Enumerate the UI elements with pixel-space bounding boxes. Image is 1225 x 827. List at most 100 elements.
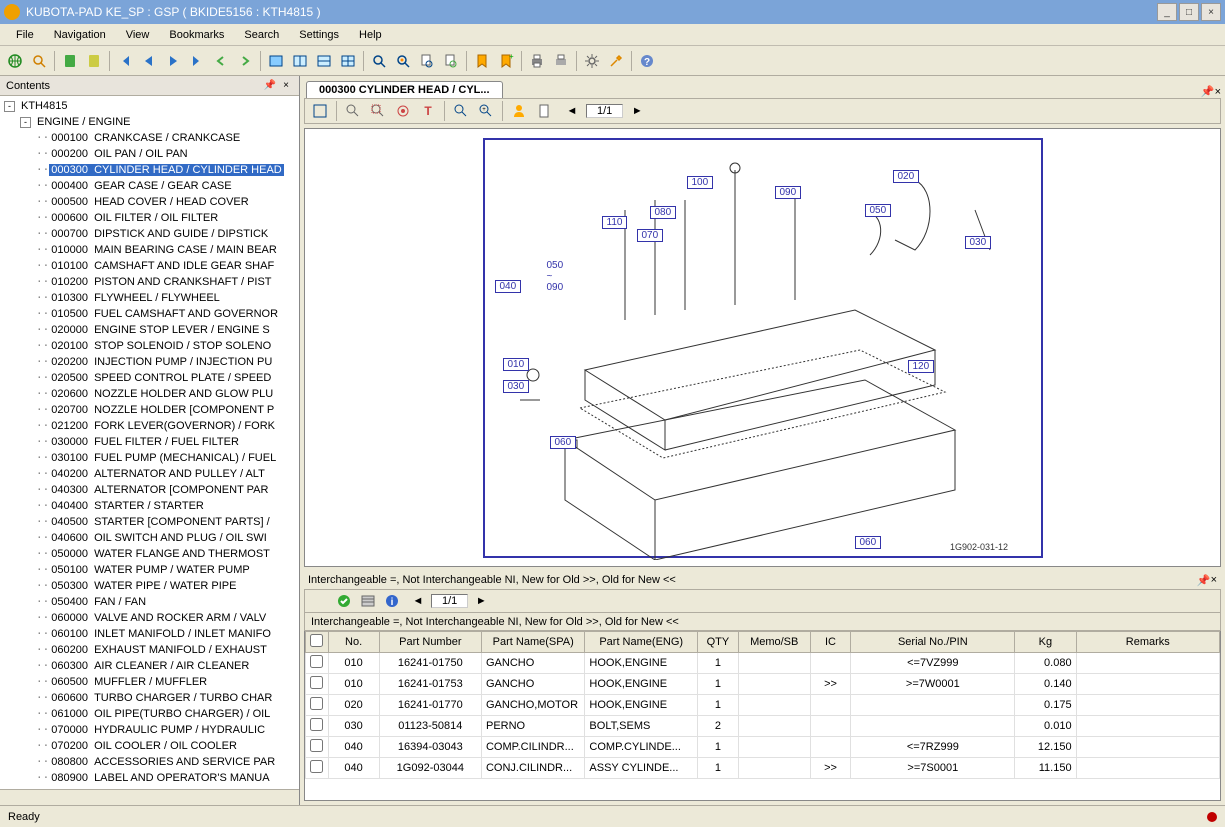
tree-item-080900[interactable]: ·· 080900 LABEL AND OPERATOR'S MANUA [0, 770, 299, 786]
print2-icon[interactable] [550, 50, 572, 72]
table-row[interactable]: 03001123-50814PERNOBOLT,SEMS20.010 [306, 716, 1220, 737]
menu-navigation[interactable]: Navigation [44, 29, 116, 41]
print-icon[interactable] [526, 50, 548, 72]
maximize-button[interactable]: □ [1179, 3, 1199, 21]
tree-item-021200[interactable]: ·· 021200 FORK LEVER(GOVERNOR) / FORK [0, 418, 299, 434]
parts-table[interactable]: No.Part NumberPart Name(SPA)Part Name(EN… [304, 631, 1221, 801]
cursor-icon[interactable] [309, 100, 331, 122]
bookmark-add-icon[interactable]: + [495, 50, 517, 72]
tree-item-000300[interactable]: ·· 000300 CYLINDER HEAD / CYLINDER HEAD [0, 162, 299, 178]
col-header[interactable]: Kg [1015, 632, 1076, 653]
callout-050[interactable]: 050 [865, 204, 892, 217]
row-checkbox[interactable] [310, 739, 323, 752]
tree-item-000200[interactable]: ·· 000200 OIL PAN / OIL PAN [0, 146, 299, 162]
col-header[interactable]: Part Name(ENG) [585, 632, 698, 653]
tree-item-020000[interactable]: ·· 020000 ENGINE STOP LEVER / ENGINE S [0, 322, 299, 338]
tree-item-040300[interactable]: ·· 040300 ALTERNATOR [COMPONENT PAR [0, 482, 299, 498]
grid-list-icon[interactable] [357, 590, 379, 612]
table-row[interactable]: 04016394-03043COMP.CILINDR...COMP.CYLIND… [306, 737, 1220, 758]
zoom-icon[interactable] [342, 100, 364, 122]
tree-item-000600[interactable]: ·· 000600 OIL FILTER / OIL FILTER [0, 210, 299, 226]
user-icon[interactable] [508, 100, 530, 122]
select-all-checkbox[interactable] [310, 634, 323, 647]
tree-hscroll[interactable] [0, 789, 299, 805]
tree-item-050100[interactable]: ·· 050100 WATER PUMP / WATER PUMP [0, 562, 299, 578]
tree-item-040500[interactable]: ·· 040500 STARTER [COMPONENT PARTS] / [0, 514, 299, 530]
tree-item-010100[interactable]: ·· 010100 CAMSHAFT AND IDLE GEAR SHAF [0, 258, 299, 274]
col-header[interactable] [306, 632, 329, 653]
tab-close-icon[interactable]: × [1215, 86, 1221, 98]
callout-110[interactable]: 110 [602, 216, 628, 229]
tree-item-010000[interactable]: ·· 010000 MAIN BEARING CASE / MAIN BEAR [0, 242, 299, 258]
text-icon[interactable]: T [417, 100, 439, 122]
tree-item-060600[interactable]: ·· 060600 TURBO CHARGER / TURBO CHAR [0, 690, 299, 706]
menu-file[interactable]: File [6, 29, 44, 41]
tree-item-070200[interactable]: ·· 070200 OIL COOLER / OIL COOLER [0, 738, 299, 754]
grid-pin-icon[interactable]: 📌 [1197, 574, 1211, 587]
tree-group[interactable]: -ENGINE / ENGINE [0, 114, 299, 130]
callout-010[interactable]: 010 [503, 358, 530, 371]
bookmark-icon[interactable] [471, 50, 493, 72]
callout-090[interactable]: 090 [775, 186, 802, 199]
callout-080[interactable]: 080 [650, 206, 677, 219]
tree-item-000500[interactable]: ·· 000500 HEAD COVER / HEAD COVER [0, 194, 299, 210]
tree-item-060000[interactable]: ·· 060000 VALVE AND ROCKER ARM / VALV [0, 610, 299, 626]
tree-item-020700[interactable]: ·· 020700 NOZZLE HOLDER [COMPONENT P [0, 402, 299, 418]
callout-120[interactable]: 120 [908, 360, 935, 373]
tree-item-060300[interactable]: ·· 060300 AIR CLEANER / AIR CLEANER [0, 658, 299, 674]
col-header[interactable]: IC [810, 632, 851, 653]
tree-view[interactable]: -KTH4815-ENGINE / ENGINE·· 000100 CRANKC… [0, 96, 299, 789]
table-row[interactable]: 01016241-01753GANCHOHOOK,ENGINE1>>>=7W00… [306, 674, 1220, 695]
grid-page-next-icon[interactable]: ► [470, 590, 492, 612]
pin-icon[interactable]: 📌 [263, 79, 277, 93]
callout-070[interactable]: 070 [637, 229, 664, 242]
tree-item-000400[interactable]: ·· 000400 GEAR CASE / GEAR CASE [0, 178, 299, 194]
table-row[interactable]: 02016241-01770GANCHO,MOTORHOOK,ENGINE10.… [306, 695, 1220, 716]
zoom3-icon[interactable]: + [475, 100, 497, 122]
minimize-button[interactable]: _ [1157, 3, 1177, 21]
window2-icon[interactable] [289, 50, 311, 72]
tools-icon[interactable] [605, 50, 627, 72]
tree-item-040400[interactable]: ·· 040400 STARTER / STARTER [0, 498, 299, 514]
grid-page-prev-icon[interactable]: ◄ [407, 590, 429, 612]
tree-item-030000[interactable]: ·· 030000 FUEL FILTER / FUEL FILTER [0, 434, 299, 450]
target-icon[interactable] [392, 100, 414, 122]
globe-icon[interactable] [4, 50, 26, 72]
tree-item-040600[interactable]: ·· 040600 OIL SWITCH AND PLUG / OIL SWI [0, 530, 299, 546]
tree-root[interactable]: -KTH4815 [0, 98, 299, 114]
callout-040[interactable]: 040 [495, 280, 522, 293]
col-header[interactable]: Memo/SB [738, 632, 810, 653]
callout-030[interactable]: 030 [503, 380, 530, 393]
menu-search[interactable]: Search [234, 29, 289, 41]
callout-100[interactable]: 100 [687, 176, 714, 189]
first-icon[interactable] [114, 50, 136, 72]
row-checkbox[interactable] [310, 655, 323, 668]
doc-search2-icon[interactable] [440, 50, 462, 72]
tree-item-050000[interactable]: ·· 050000 WATER FLANGE AND THERMOST [0, 546, 299, 562]
col-header[interactable]: QTY [697, 632, 738, 653]
doc-icon[interactable] [533, 100, 555, 122]
page-prev-icon[interactable]: ◄ [561, 100, 583, 122]
diagram-viewport[interactable]: 1G902-031-12 050 ~ 090 11008007010009002… [304, 128, 1221, 567]
settings-icon[interactable] [581, 50, 603, 72]
col-header[interactable]: Remarks [1076, 632, 1219, 653]
tab-active[interactable]: 000300 CYLINDER HEAD / CYL... [306, 81, 503, 98]
back-icon[interactable] [138, 50, 160, 72]
history-forward-icon[interactable] [234, 50, 256, 72]
row-checkbox[interactable] [310, 718, 323, 731]
help-icon[interactable]: ? [636, 50, 658, 72]
menu-bookmarks[interactable]: Bookmarks [159, 29, 234, 41]
tree-item-060100[interactable]: ·· 060100 INLET MANIFOLD / INLET MANIFO [0, 626, 299, 642]
forward-icon[interactable] [162, 50, 184, 72]
tree-item-060200[interactable]: ·· 060200 EXHAUST MANIFOLD / EXHAUST [0, 642, 299, 658]
last-icon[interactable] [186, 50, 208, 72]
tree-item-020200[interactable]: ·· 020200 INJECTION PUMP / INJECTION PU [0, 354, 299, 370]
grid-info-icon[interactable]: i [381, 590, 403, 612]
tree-item-070000[interactable]: ·· 070000 HYDRAULIC PUMP / HYDRAULIC [0, 722, 299, 738]
window3-icon[interactable] [313, 50, 335, 72]
tree-item-050400[interactable]: ·· 050400 FAN / FAN [0, 594, 299, 610]
row-checkbox[interactable] [310, 676, 323, 689]
tree-item-010500[interactable]: ·· 010500 FUEL CAMSHAFT AND GOVERNOR [0, 306, 299, 322]
col-header[interactable]: Serial No./PIN [851, 632, 1015, 653]
callout-060[interactable]: 060 [550, 436, 577, 449]
